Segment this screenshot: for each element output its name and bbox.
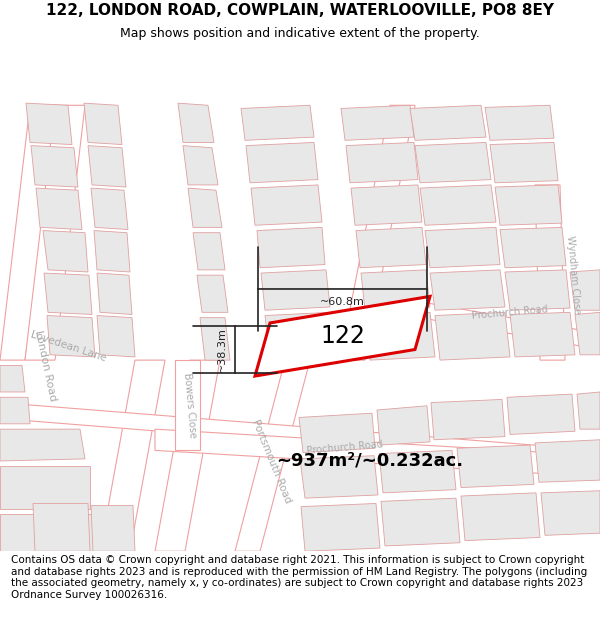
Polygon shape xyxy=(0,398,30,424)
Polygon shape xyxy=(0,514,95,551)
Polygon shape xyxy=(500,228,566,268)
Polygon shape xyxy=(97,273,132,314)
Text: 122: 122 xyxy=(320,324,365,348)
Text: Prochurch Road: Prochurch Road xyxy=(472,304,548,321)
Polygon shape xyxy=(420,302,600,349)
Polygon shape xyxy=(44,273,92,314)
Polygon shape xyxy=(356,228,426,268)
Text: Portsmouth Road: Portsmouth Road xyxy=(251,418,293,504)
Polygon shape xyxy=(495,185,562,225)
Polygon shape xyxy=(505,270,570,310)
Text: London Road: London Road xyxy=(32,329,58,402)
Polygon shape xyxy=(246,142,318,182)
Polygon shape xyxy=(457,445,534,488)
Polygon shape xyxy=(420,185,496,225)
Polygon shape xyxy=(25,105,85,360)
Polygon shape xyxy=(94,231,130,272)
Polygon shape xyxy=(0,402,600,466)
Polygon shape xyxy=(541,491,600,536)
Polygon shape xyxy=(84,103,122,144)
Polygon shape xyxy=(435,312,510,360)
Polygon shape xyxy=(33,504,90,551)
Polygon shape xyxy=(575,312,600,355)
Polygon shape xyxy=(251,185,322,225)
Polygon shape xyxy=(570,270,600,310)
Polygon shape xyxy=(415,142,491,182)
Polygon shape xyxy=(97,316,135,357)
Polygon shape xyxy=(235,360,310,551)
Polygon shape xyxy=(365,312,435,360)
Polygon shape xyxy=(0,366,25,392)
Polygon shape xyxy=(100,360,165,551)
Polygon shape xyxy=(301,504,380,551)
Polygon shape xyxy=(175,360,200,451)
Polygon shape xyxy=(36,188,82,229)
Polygon shape xyxy=(197,275,228,312)
Text: Contains OS data © Crown copyright and database right 2021. This information is : Contains OS data © Crown copyright and d… xyxy=(11,555,587,600)
Text: ~60.8m: ~60.8m xyxy=(320,297,365,307)
Text: Bowers Close: Bowers Close xyxy=(182,372,198,439)
Polygon shape xyxy=(377,406,430,445)
Polygon shape xyxy=(155,429,600,477)
Polygon shape xyxy=(431,399,505,440)
Text: ~937m²/~0.232ac.: ~937m²/~0.232ac. xyxy=(277,452,464,470)
Text: Map shows position and indicative extent of the property.: Map shows position and indicative extent… xyxy=(120,28,480,40)
Text: 122, LONDON ROAD, COWPLAIN, WATERLOOVILLE, PO8 8EY: 122, LONDON ROAD, COWPLAIN, WATERLOOVILL… xyxy=(46,2,554,18)
Text: Lovedean Lane: Lovedean Lane xyxy=(29,329,107,363)
Polygon shape xyxy=(257,228,325,268)
Text: Wyndham Close: Wyndham Close xyxy=(565,236,581,315)
Polygon shape xyxy=(26,103,72,144)
Polygon shape xyxy=(200,318,230,360)
Polygon shape xyxy=(341,105,414,141)
Polygon shape xyxy=(300,456,378,498)
Polygon shape xyxy=(261,270,330,310)
Polygon shape xyxy=(188,188,222,228)
Polygon shape xyxy=(535,440,600,483)
Polygon shape xyxy=(193,232,225,270)
Polygon shape xyxy=(379,451,456,493)
Polygon shape xyxy=(299,413,375,452)
Polygon shape xyxy=(340,105,415,360)
Polygon shape xyxy=(47,316,95,357)
Polygon shape xyxy=(461,493,540,541)
Polygon shape xyxy=(43,231,88,272)
Polygon shape xyxy=(490,142,558,182)
Polygon shape xyxy=(0,466,90,509)
Polygon shape xyxy=(265,312,335,360)
Polygon shape xyxy=(346,142,418,182)
Text: ~38.3m: ~38.3m xyxy=(217,327,227,372)
Text: Prochurch Road: Prochurch Road xyxy=(307,439,383,456)
Polygon shape xyxy=(410,105,486,141)
Polygon shape xyxy=(155,360,220,551)
Polygon shape xyxy=(510,312,575,357)
Polygon shape xyxy=(430,270,505,310)
Polygon shape xyxy=(577,392,600,429)
Polygon shape xyxy=(91,506,135,551)
Polygon shape xyxy=(507,394,575,434)
Polygon shape xyxy=(535,185,565,360)
Polygon shape xyxy=(91,188,128,229)
Polygon shape xyxy=(381,498,460,546)
Polygon shape xyxy=(351,185,422,225)
Polygon shape xyxy=(0,429,85,461)
Polygon shape xyxy=(361,270,430,310)
Polygon shape xyxy=(183,146,218,185)
Polygon shape xyxy=(88,146,126,187)
Polygon shape xyxy=(31,146,78,187)
Polygon shape xyxy=(178,103,214,142)
Polygon shape xyxy=(255,296,430,376)
Polygon shape xyxy=(241,105,314,141)
Polygon shape xyxy=(425,228,500,268)
Polygon shape xyxy=(485,105,554,141)
Polygon shape xyxy=(0,105,60,360)
